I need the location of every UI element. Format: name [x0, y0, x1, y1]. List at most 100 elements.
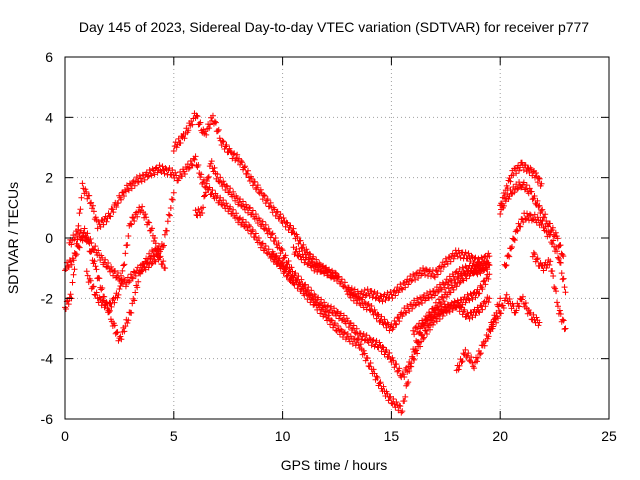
data-point	[439, 294, 446, 301]
data-point	[129, 275, 136, 282]
data-point	[472, 264, 479, 271]
data-point	[425, 295, 432, 302]
series-track-n	[497, 179, 567, 260]
data-point	[373, 337, 380, 344]
data-point	[303, 246, 310, 253]
data-point	[128, 221, 135, 228]
data-point	[81, 225, 88, 232]
data-point	[328, 303, 335, 310]
data-point	[177, 139, 184, 146]
data-point	[189, 121, 196, 128]
data-point	[503, 262, 510, 269]
data-point	[398, 409, 405, 416]
data-point	[502, 295, 509, 302]
data-point	[211, 118, 218, 125]
data-point	[115, 270, 122, 277]
data-point	[141, 176, 148, 183]
data-point	[181, 171, 188, 178]
data-point	[395, 315, 402, 322]
data-point	[560, 275, 567, 282]
data-point	[306, 250, 313, 257]
data-point	[134, 284, 141, 291]
data-point	[386, 327, 393, 334]
data-point	[332, 320, 339, 327]
data-point	[554, 235, 561, 242]
data-point	[516, 303, 523, 310]
x-axis-label: GPS time / hours	[281, 457, 388, 473]
data-point	[456, 362, 463, 369]
data-point	[206, 125, 213, 132]
data-point	[373, 315, 380, 322]
data-point	[294, 233, 301, 240]
data-point	[508, 245, 515, 252]
data-point	[497, 295, 504, 302]
data-point	[312, 298, 319, 305]
data-point	[535, 174, 542, 181]
data-point	[345, 286, 352, 293]
data-point	[203, 178, 210, 185]
data-point	[524, 210, 531, 217]
data-point	[454, 253, 461, 260]
data-point	[547, 220, 554, 227]
data-point	[120, 193, 127, 200]
data-point	[246, 223, 253, 230]
y-tick-label: -2	[41, 290, 54, 306]
data-point	[534, 197, 541, 204]
data-point	[430, 319, 437, 326]
data-point	[298, 276, 305, 283]
data-point	[354, 336, 361, 343]
data-point	[276, 214, 283, 221]
data-point	[209, 112, 216, 119]
data-point	[245, 205, 252, 212]
data-point	[107, 300, 114, 307]
data-point	[358, 296, 365, 303]
data-point	[86, 192, 93, 199]
data-point	[485, 250, 492, 257]
data-point	[539, 206, 546, 213]
data-point	[557, 311, 564, 318]
data-point	[251, 178, 258, 185]
data-point	[370, 336, 377, 343]
data-point	[473, 358, 480, 365]
data-point	[110, 209, 117, 216]
data-point	[465, 250, 472, 257]
y-tick-label: 2	[45, 170, 53, 186]
data-point	[391, 364, 398, 371]
data-point	[441, 284, 448, 291]
data-point	[122, 283, 129, 290]
data-point	[258, 241, 265, 248]
data-point	[383, 346, 390, 353]
data-point	[92, 292, 99, 299]
data-point	[273, 209, 280, 216]
data-point	[93, 289, 100, 296]
data-point	[169, 167, 176, 174]
data-point	[367, 360, 374, 367]
data-point	[513, 307, 520, 314]
data-point	[479, 286, 486, 293]
data-point	[235, 219, 242, 226]
data-point	[302, 287, 309, 294]
data-point	[482, 260, 489, 267]
data-point	[139, 267, 146, 274]
data-point	[243, 219, 250, 226]
data-point	[328, 317, 335, 324]
data-point	[275, 240, 282, 247]
axis-ticks: 0 5 10 15 20 25 -6 -4 -2 0 2 4 6	[41, 49, 617, 444]
data-point	[170, 147, 177, 154]
data-point	[514, 227, 521, 234]
data-point	[308, 287, 315, 294]
data-point	[515, 302, 522, 309]
data-point	[294, 252, 301, 259]
data-point	[279, 247, 286, 254]
data-point	[490, 323, 497, 330]
data-point	[347, 333, 354, 340]
data-point	[433, 284, 440, 291]
data-point	[464, 352, 471, 359]
data-point	[461, 269, 468, 276]
data-point	[128, 274, 135, 281]
data-point	[265, 246, 272, 253]
data-point	[405, 379, 412, 386]
data-point	[205, 173, 212, 180]
data-point	[495, 315, 502, 322]
data-point	[420, 335, 427, 342]
